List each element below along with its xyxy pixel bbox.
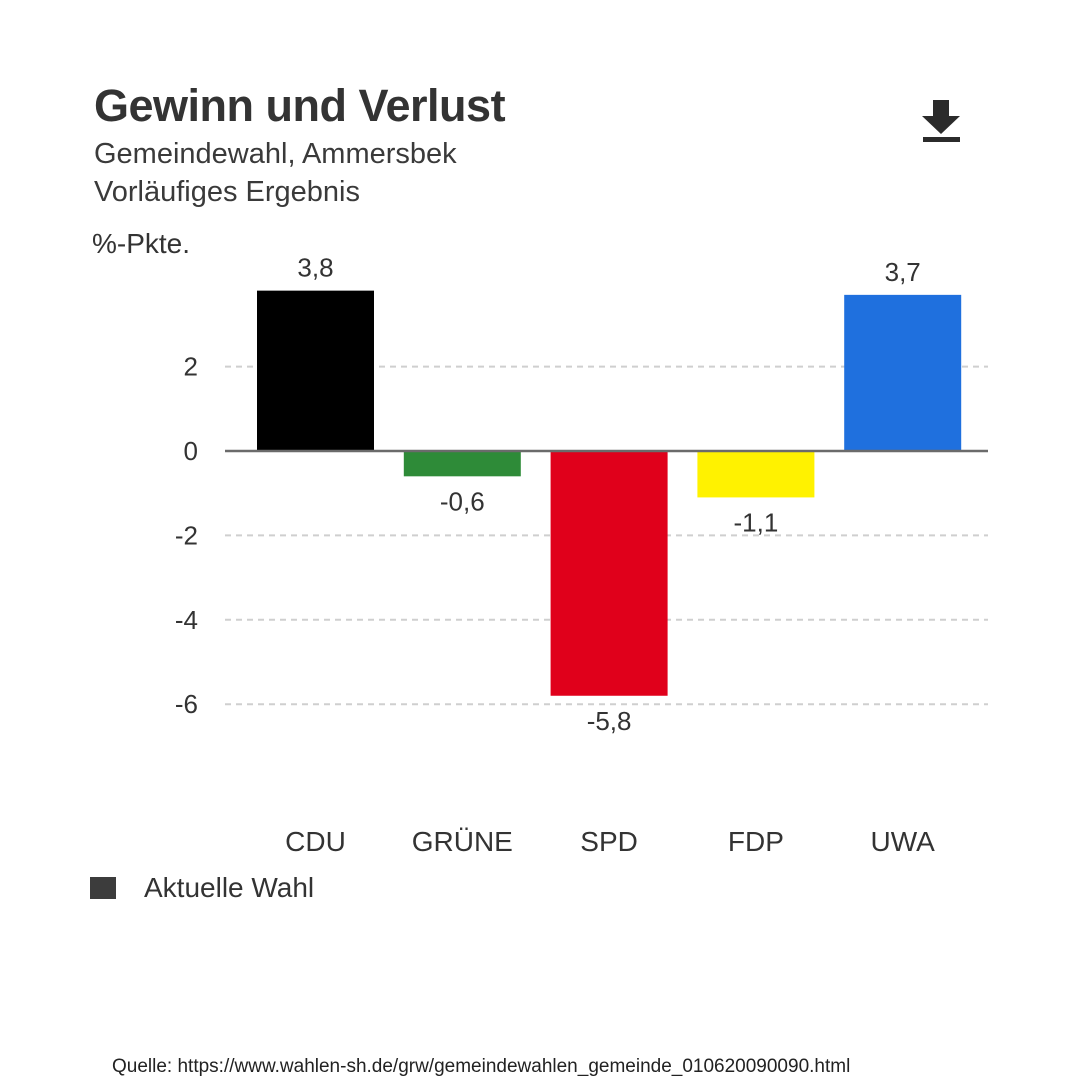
- download-button[interactable]: [918, 96, 964, 148]
- legend-label: Aktuelle Wahl: [144, 872, 315, 903]
- y-tick-label: 2: [184, 352, 198, 382]
- data-label: 3,7: [885, 257, 921, 287]
- y-tick-label: 0: [184, 436, 198, 466]
- x-tick-label: UWA: [871, 826, 936, 857]
- bar-cdu: [257, 290, 374, 451]
- y-axis-ticks: 2 0 -2 -4 -6: [175, 352, 198, 720]
- chart-subtitle-status: Vorläufiges Ergebnis: [94, 176, 360, 208]
- bar-spd: [550, 451, 668, 696]
- download-icon: [922, 100, 960, 142]
- y-tick-label: -6: [175, 689, 198, 719]
- x-tick-label: GRÜNE: [412, 826, 513, 857]
- data-label: -5,8: [587, 706, 632, 736]
- chart-title: Gewinn und Verlust: [94, 80, 506, 131]
- data-label: -0,6: [440, 486, 485, 516]
- bar-gruene: [403, 451, 521, 477]
- bar-fdp: [697, 451, 815, 498]
- y-tick-label: -4: [175, 605, 198, 635]
- chart-subtitle: Gemeindewahl, Ammersbek: [94, 138, 457, 170]
- x-axis-ticks: CDU GRÜNE SPD FDP UWA: [285, 826, 935, 857]
- y-tick-label: -2: [175, 520, 198, 550]
- data-labels: 3,8 -0,6 -5,8 -1,1 3,7: [297, 253, 920, 736]
- x-tick-label: SPD: [580, 826, 638, 857]
- x-tick-label: FDP: [728, 826, 784, 857]
- bar-uwa: [844, 294, 962, 451]
- legend-swatch: [90, 877, 116, 899]
- source-note: Quelle: https://www.wahlen-sh.de/grw/gem…: [112, 1056, 851, 1077]
- x-tick-label: CDU: [285, 826, 346, 857]
- y-axis-label: %-Pkte.: [92, 228, 191, 259]
- data-label: 3,8: [297, 253, 333, 283]
- data-label: -1,1: [733, 507, 778, 537]
- bars: [257, 290, 962, 696]
- legend: Aktuelle Wahl: [90, 872, 314, 904]
